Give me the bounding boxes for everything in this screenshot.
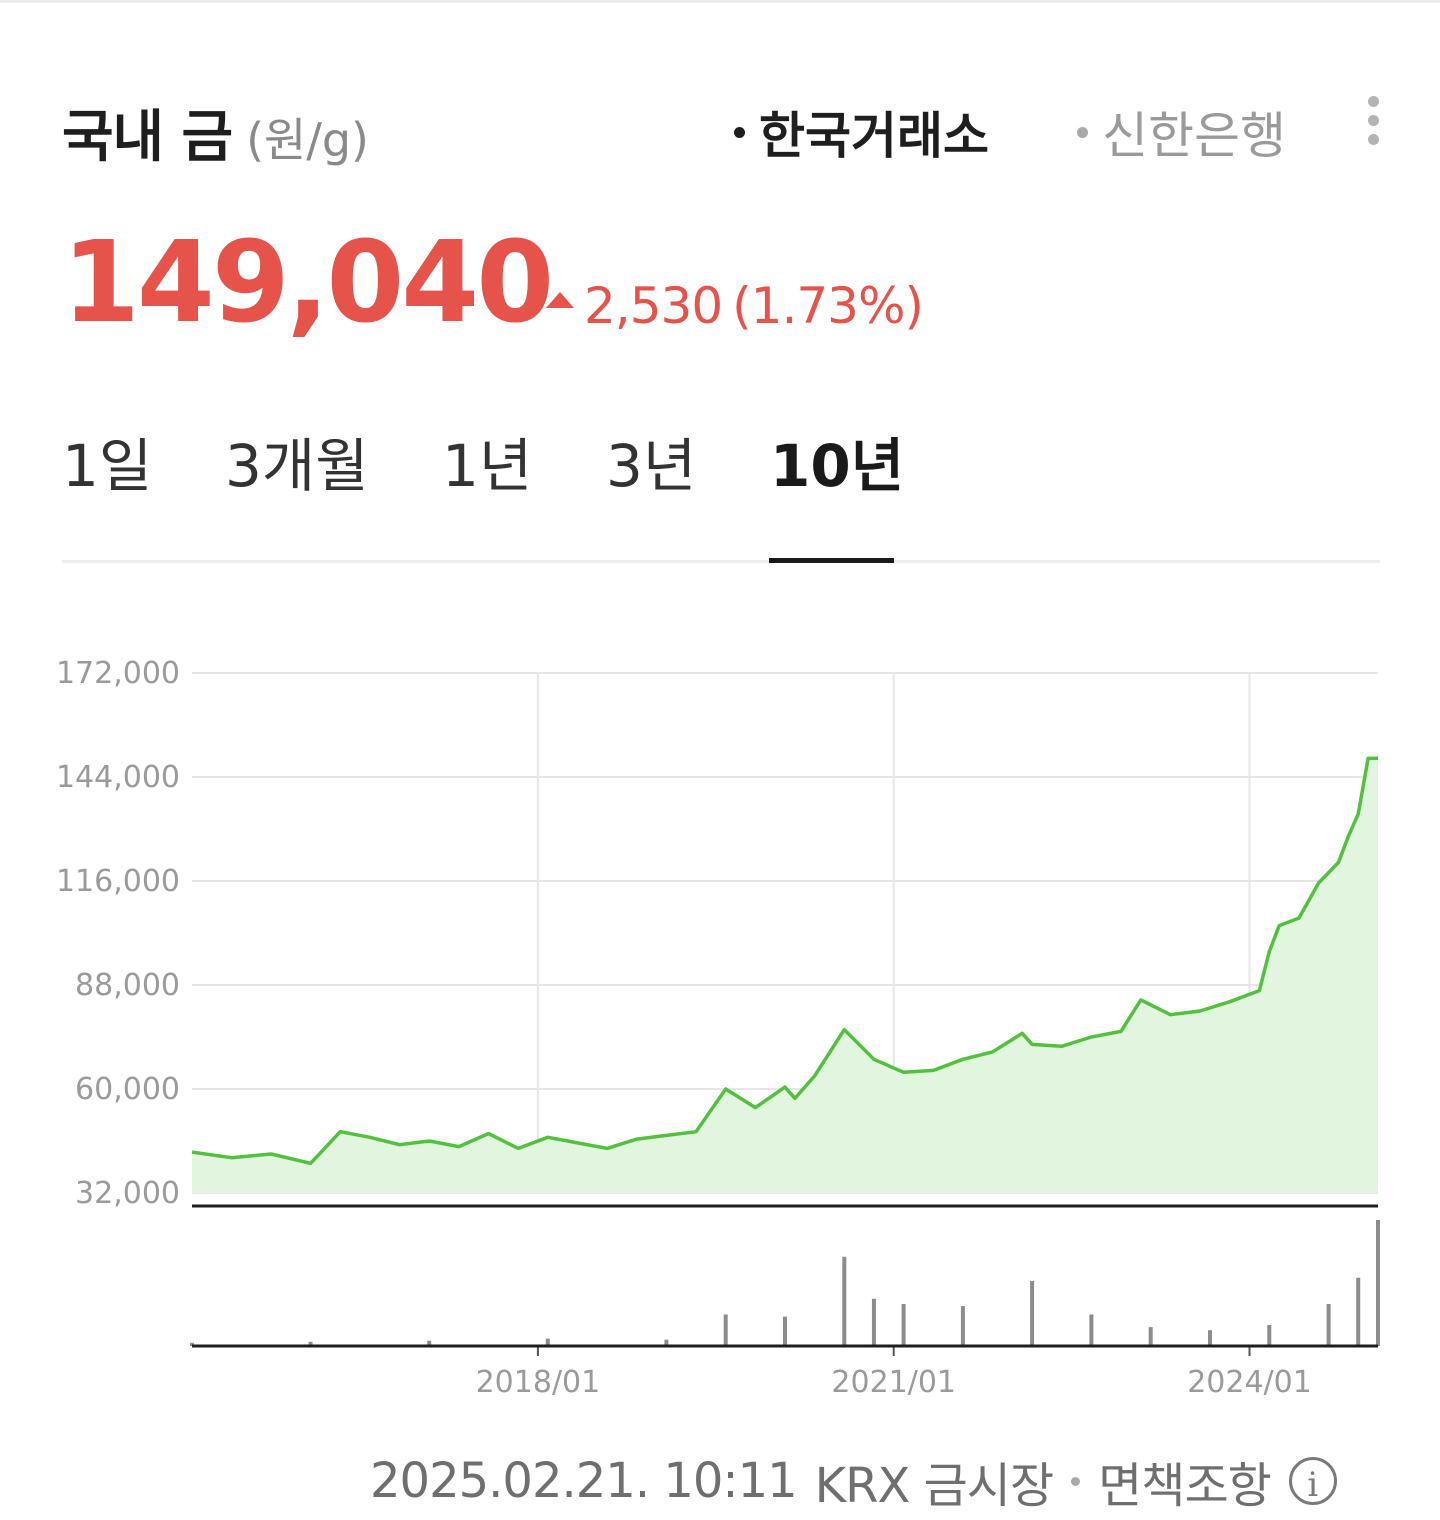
price-line [191, 756, 1379, 1166]
tab-3y[interactable]: 3년 [606, 432, 697, 500]
market-source: KRX 금시장 [814, 1458, 1054, 1514]
tab-1d[interactable]: 1일 [62, 432, 153, 500]
price-chart[interactable]: 172,000 144,000 116,000 88,000 60,000 32,000 2… [0, 600, 1440, 1410]
volume-bar [664, 1339, 669, 1346]
period-tabs: 1일 3개월 1년 3년 10년 [62, 430, 1380, 564]
source-tab-shinhan[interactable]: 신한은행 [1077, 96, 1286, 168]
volume-bar [1089, 1314, 1094, 1346]
current-price: 149,040 [62, 218, 554, 348]
volume-bar [545, 1338, 550, 1346]
page-title: 국내 금 (원/g) [62, 105, 369, 170]
footer: 2025.02.21. 10:11 KRX 금시장 면책조항 i [370, 1446, 1380, 1516]
x-tick-label: 2018/01 [476, 1365, 601, 1400]
volume-bar [960, 1306, 965, 1346]
y-tick-label: 172,000 [56, 656, 180, 691]
price-area-fill [192, 758, 1378, 1193]
volume-bar [1326, 1304, 1331, 1346]
change-percent: (1.73%) [732, 277, 924, 335]
bullet-icon [734, 126, 745, 138]
volume-bar [723, 1314, 728, 1346]
active-tab-indicator [769, 558, 894, 563]
vertical-ellipsis-icon[interactable] [1367, 96, 1381, 146]
tab-3m[interactable]: 3개월 [225, 432, 369, 500]
volume-bar [1267, 1325, 1272, 1346]
y-tick-label: 88,000 [75, 968, 180, 1003]
price-change: 2,530 (1.73%) [546, 276, 924, 336]
tab-10y[interactable]: 10년 [770, 432, 905, 500]
up-triangle-icon [546, 292, 574, 308]
volume-bar [842, 1256, 847, 1346]
tab-1y[interactable]: 1년 [442, 432, 533, 500]
disclaimer-link[interactable]: 면책조항 [1098, 1458, 1272, 1514]
source-label: 한국거래소 [759, 107, 989, 165]
x-tick-label: 2021/01 [831, 1365, 956, 1400]
x-tick-label: 2024/01 [1187, 1365, 1312, 1400]
y-tick-label: 60,000 [75, 1072, 180, 1107]
volume-bar [1356, 1277, 1361, 1346]
separator-dot [1071, 1476, 1081, 1486]
volume-bar [427, 1340, 432, 1346]
bullet-icon [1077, 126, 1088, 138]
volume-bar [308, 1341, 313, 1346]
y-tick-label: 32,000 [75, 1176, 180, 1211]
volume-bar [783, 1316, 787, 1346]
volume-bar [871, 1298, 876, 1346]
y-tick-label: 144,000 [56, 760, 180, 795]
volume-bar [1030, 1280, 1035, 1346]
tab-divider [62, 560, 1380, 563]
unit-label: (원/g) [246, 113, 369, 167]
timestamp: 2025.02.21. 10:11 [370, 1453, 798, 1509]
top-divider [0, 0, 1440, 3]
volume-bar [1207, 1330, 1212, 1346]
change-value: 2,530 [584, 277, 723, 335]
info-circle-icon[interactable]: i [1288, 1457, 1337, 1505]
y-tick-label: 116,000 [56, 864, 180, 899]
header: 국내 금 (원/g) 한국거래소 신한은행 [62, 92, 1382, 172]
source-tab-krx[interactable]: 한국거래소 [734, 96, 989, 168]
volume-bar [901, 1304, 906, 1346]
source-label: 신한은행 [1102, 107, 1286, 165]
volume-bar [190, 1342, 194, 1346]
volume-bar [1148, 1327, 1153, 1346]
volume-bar [1376, 1220, 1380, 1346]
